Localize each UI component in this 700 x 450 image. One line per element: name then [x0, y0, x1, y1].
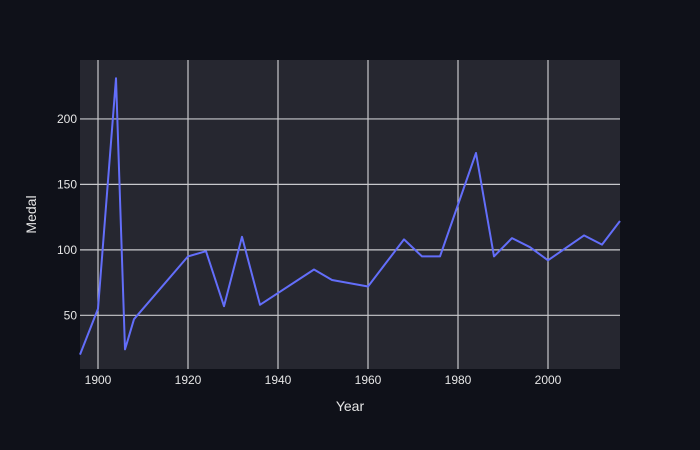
y-tick-label: 50 [64, 308, 78, 322]
x-tick-labels: 1900 1920 1940 1960 1980 2000 [85, 373, 562, 387]
y-tick-label: 150 [57, 177, 77, 191]
x-axis-title: Year [336, 398, 365, 414]
y-tick-labels: 50 100 150 200 [57, 112, 77, 322]
y-tick-label: 200 [57, 112, 77, 126]
y-gridlines [80, 118, 620, 316]
y-tick-label: 100 [57, 243, 77, 257]
x-tick-label: 1940 [265, 373, 292, 387]
x-tick-label: 1980 [445, 373, 472, 387]
series-line [79, 77, 621, 355]
x-tick-label: 1900 [85, 373, 112, 387]
plot-area [80, 60, 620, 369]
series-group [79, 77, 621, 355]
x-tick-label: 2000 [535, 373, 562, 387]
x-tick-label: 1920 [175, 373, 202, 387]
y-axis-title: Medal [23, 195, 39, 233]
x-gridlines [97, 60, 549, 369]
x-tick-label: 1960 [355, 373, 382, 387]
